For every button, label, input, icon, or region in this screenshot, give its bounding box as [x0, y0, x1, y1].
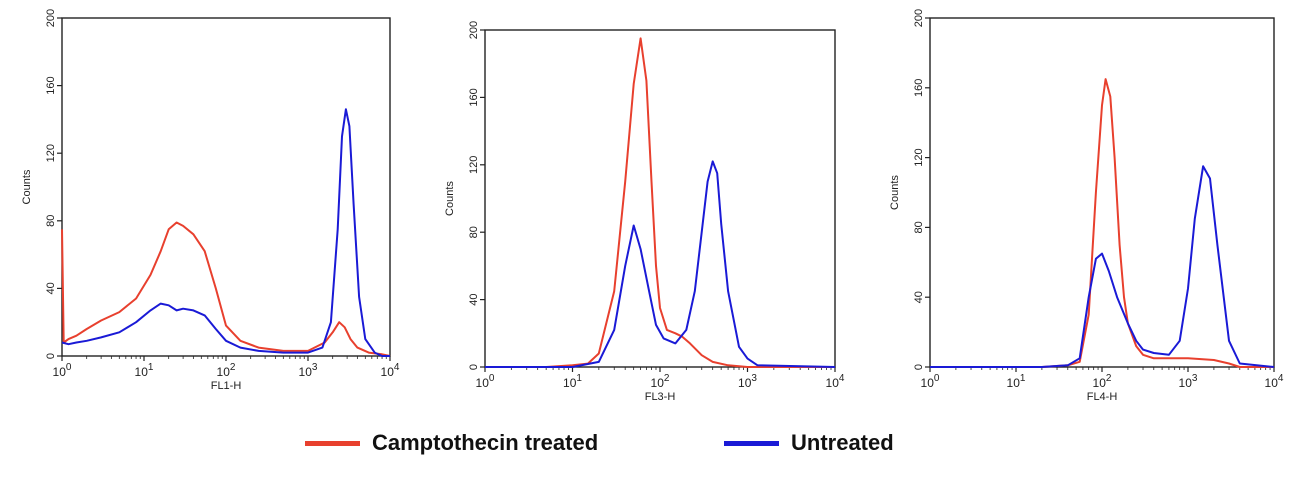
plot-frame — [484, 29, 836, 368]
x-tick-label: 100 — [476, 373, 495, 390]
x-tick-exponent: 0 — [66, 362, 72, 373]
x-tick-label: 101 — [135, 362, 154, 379]
histogram-figure: 0 40 80 120 160 200 100 101 102 103 104 FL1-H Counts… — [21, 9, 1284, 403]
x-tick-exponent: 0 — [934, 373, 940, 384]
x-tick-label: 101 — [1007, 373, 1026, 390]
x-tick-label: 101 — [563, 373, 582, 390]
y-axis-label: Counts — [889, 175, 901, 210]
x-tick-exponent: 4 — [1278, 373, 1284, 384]
y-tick-label: 0 — [468, 364, 480, 370]
y-tick-label: 160 — [913, 79, 925, 97]
x-tick-label: 103 — [299, 362, 318, 379]
x-tick-exponent: 3 — [1192, 373, 1198, 384]
x-tick-exponent: 3 — [751, 373, 757, 384]
y-tick-label: 0 — [45, 353, 57, 359]
y-tick-label: 40 — [913, 291, 925, 303]
legend-label-untreated: Untreated — [791, 430, 894, 455]
y-tick-label: 40 — [45, 282, 57, 294]
y-tick-label: 200 — [468, 21, 480, 39]
y-tick-label: 40 — [468, 293, 480, 305]
legend-swatch-treated — [305, 440, 360, 446]
y-tick-label: 80 — [913, 221, 925, 233]
x-tick-exponent: 2 — [230, 362, 236, 373]
x-tick-label: 102 — [651, 373, 670, 390]
y-tick-label: 120 — [45, 144, 57, 162]
plot-frame — [61, 17, 391, 357]
x-tick-label: 100 — [921, 373, 940, 390]
y-tick-label: 160 — [45, 76, 57, 94]
series-line-untreated — [485, 160, 836, 368]
plot-frame — [929, 17, 1275, 368]
legend-swatch-untreated — [724, 440, 779, 446]
series-line-untreated — [930, 165, 1275, 368]
y-axis-label: Counts — [21, 169, 33, 204]
x-tick-exponent: 3 — [312, 362, 318, 373]
x-tick-exponent: 4 — [394, 362, 400, 373]
x-tick-exponent: 1 — [148, 362, 154, 373]
legend-label-treated: Camptothecin treated — [372, 430, 599, 455]
x-tick-label: 104 — [381, 362, 400, 379]
x-tick-label: 100 — [53, 362, 72, 379]
x-axis-label: FL4-H — [1087, 391, 1118, 403]
x-tick-exponent: 4 — [839, 373, 845, 384]
series-line-camptothecin-treated — [930, 78, 1274, 368]
y-tick-label: 200 — [45, 9, 57, 27]
x-tick-label: 103 — [738, 373, 757, 390]
x-tick-exponent: 2 — [664, 373, 670, 384]
y-tick-label: 0 — [913, 364, 925, 370]
y-tick-label: 80 — [468, 226, 480, 238]
y-axis-label: Counts — [444, 181, 456, 216]
x-tick-label: 102 — [217, 362, 236, 379]
y-tick-label: 200 — [913, 9, 925, 27]
x-tick-exponent: 1 — [1020, 373, 1026, 384]
series-line-camptothecin-treated — [61, 221, 391, 357]
legend-item-treated: Camptothecin treated — [305, 430, 598, 456]
y-tick-label: 120 — [913, 148, 925, 166]
series-line-untreated — [61, 108, 390, 357]
y-tick-label: 160 — [468, 88, 480, 106]
x-tick-exponent: 2 — [1106, 373, 1112, 384]
legend-item-untreated: Untreated — [724, 430, 894, 456]
y-tick-label: 80 — [45, 215, 57, 227]
x-axis-label: FL3-H — [645, 391, 676, 403]
x-axis-label: FL1-H — [211, 380, 242, 392]
y-tick-label: 120 — [468, 156, 480, 174]
x-tick-exponent: 1 — [576, 373, 582, 384]
series-line-camptothecin-treated — [485, 37, 835, 368]
x-tick-exponent: 0 — [489, 373, 495, 384]
x-tick-label: 104 — [1265, 373, 1284, 390]
x-tick-label: 103 — [1179, 373, 1198, 390]
legend: Camptothecin treated Untreated — [0, 430, 1294, 470]
x-tick-label: 102 — [1093, 373, 1112, 390]
x-tick-label: 104 — [826, 373, 845, 390]
